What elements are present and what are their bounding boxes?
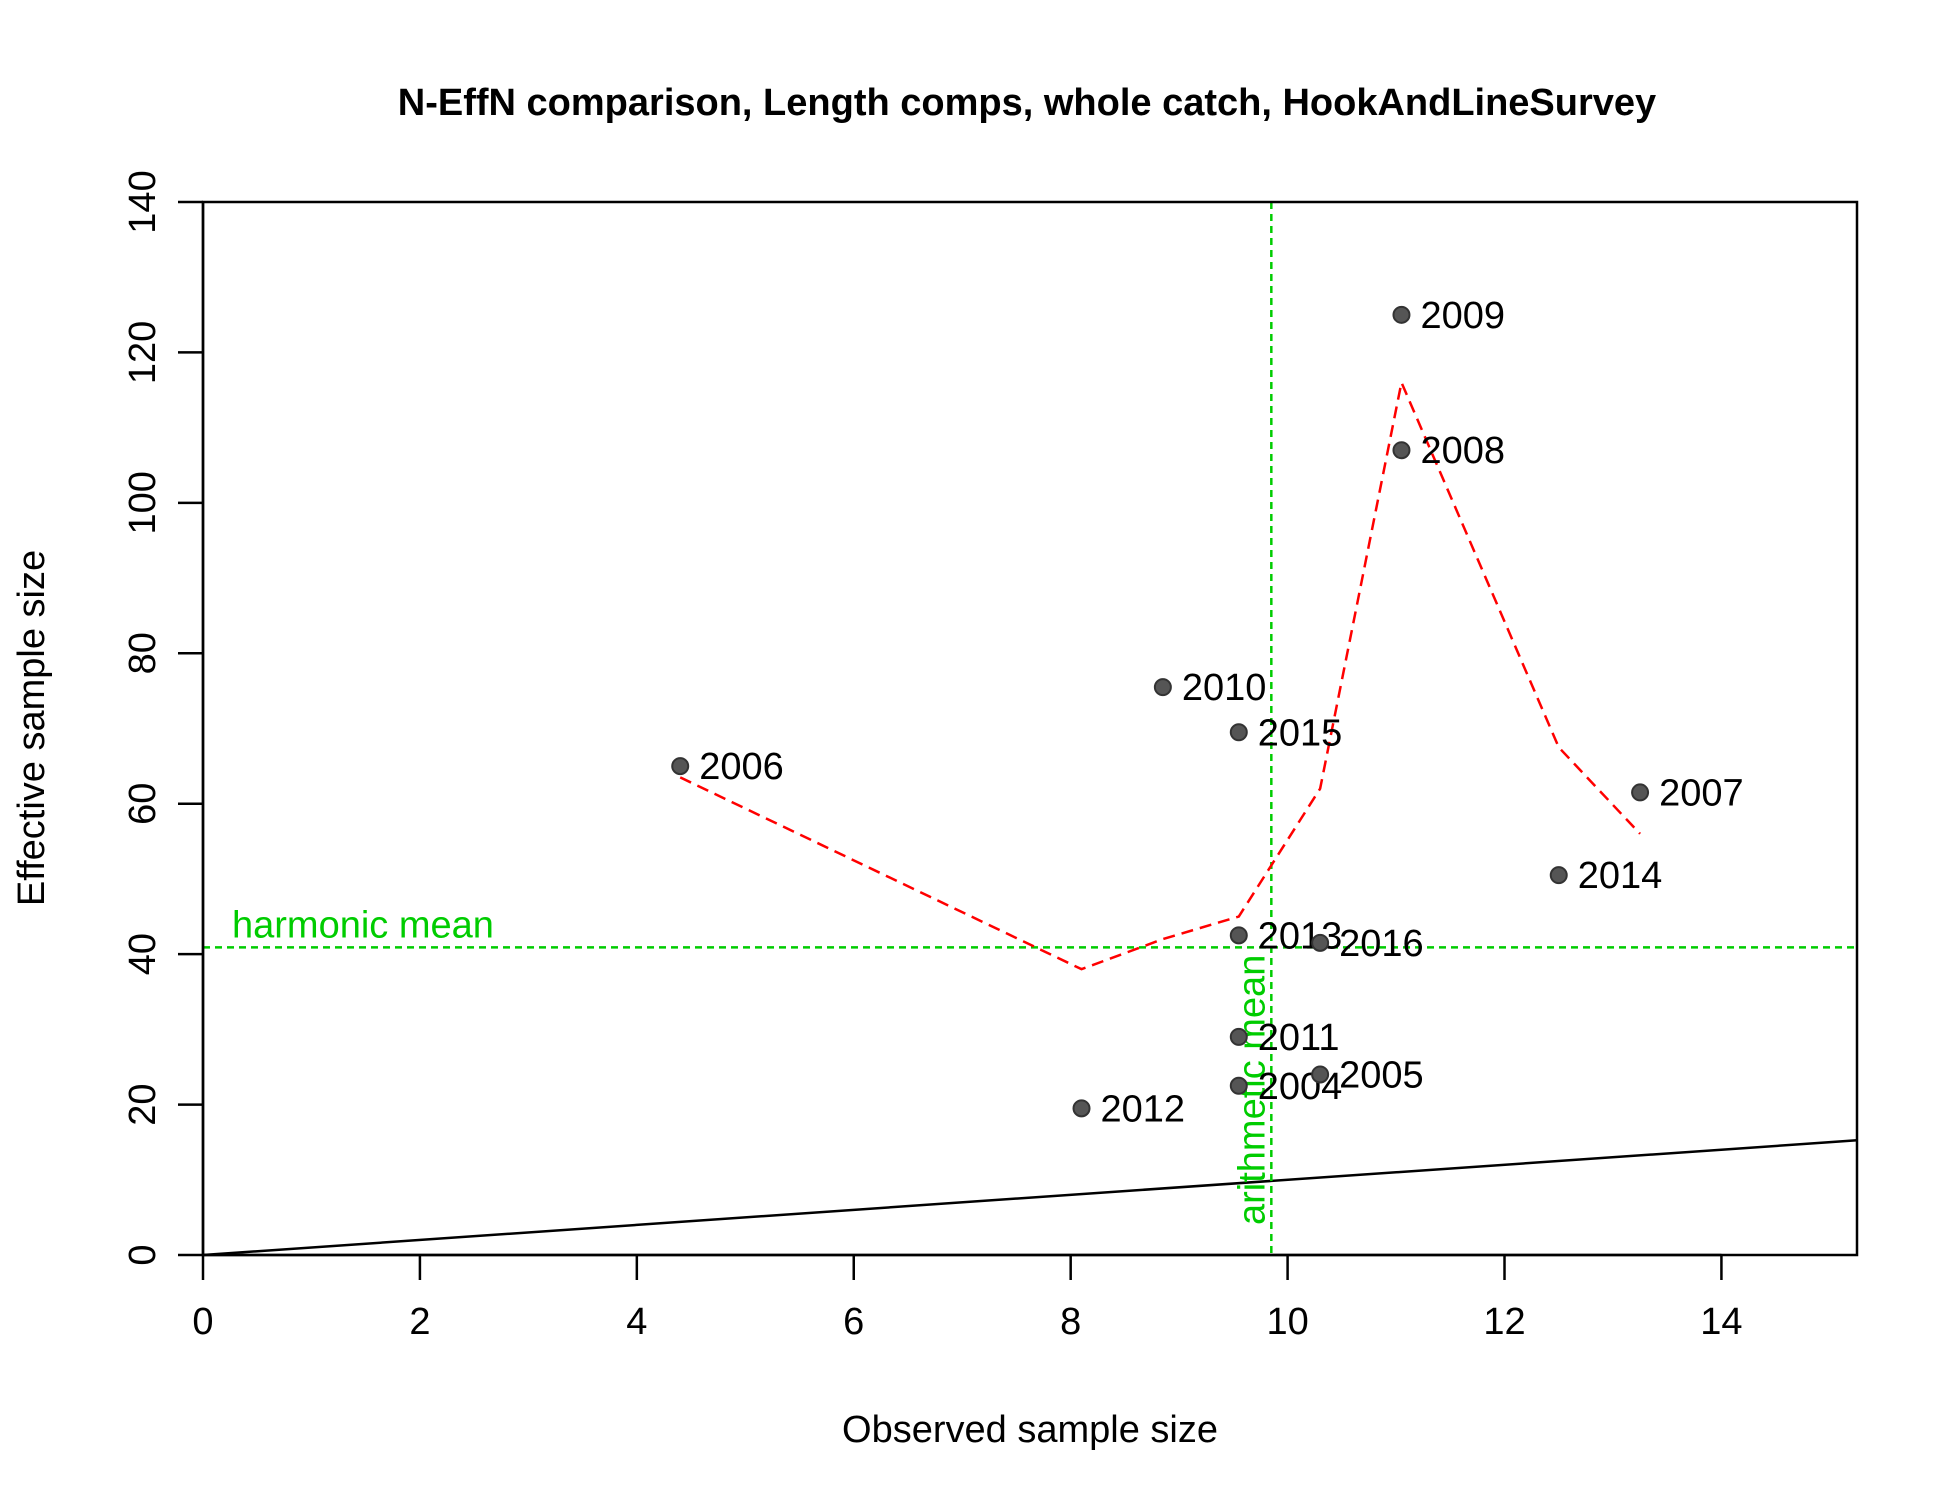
y-tick-label: 120 (122, 321, 164, 384)
point-label: 2012 (1101, 1088, 1186, 1130)
data-point (1229, 926, 1248, 945)
data-point (1392, 305, 1411, 324)
data-point (1229, 723, 1248, 742)
point-label: 2005 (1339, 1054, 1424, 1096)
point-label: 2007 (1659, 772, 1744, 814)
data-point (1229, 1076, 1248, 1095)
data-point (1392, 441, 1411, 460)
point-label: 2013 (1258, 915, 1343, 957)
x-tick-label: 0 (192, 1301, 213, 1343)
y-tick-label: 40 (122, 933, 164, 975)
point-label: 2010 (1182, 667, 1267, 709)
data-point (671, 757, 690, 776)
smoother-line (679, 378, 1641, 971)
y-axis-label: Effective sample size (11, 550, 53, 906)
x-tick-label: 14 (1700, 1301, 1742, 1343)
y-tick-label: 60 (122, 783, 164, 825)
data-point (1549, 866, 1568, 885)
identity-line (202, 1139, 1858, 1257)
point-label: 2008 (1420, 430, 1505, 472)
y-tick-label: 20 (122, 1083, 164, 1125)
y-tick-label: 80 (122, 632, 164, 674)
y-tick-label: 0 (122, 1244, 164, 1265)
x-tick-label: 4 (626, 1301, 647, 1343)
data-point (1631, 783, 1650, 802)
data-point (1072, 1099, 1091, 1118)
x-tick-label: 8 (1060, 1301, 1081, 1343)
x-axis-label: Observed sample size (842, 1409, 1218, 1451)
data-point (1311, 1065, 1330, 1084)
y-tick-label: 100 (122, 471, 164, 534)
chart-title: N-EffN comparison, Length comps, whole c… (398, 82, 1656, 124)
point-label: 2011 (1258, 1017, 1340, 1059)
harmonic-mean-label: harmonic mean (232, 904, 494, 946)
point-label: 2015 (1258, 712, 1343, 754)
data-point (1229, 1027, 1248, 1046)
point-label: 2016 (1339, 923, 1424, 965)
x-tick-label: 2 (409, 1301, 430, 1343)
x-tick-label: 12 (1483, 1301, 1525, 1343)
point-label: 2014 (1578, 855, 1663, 897)
x-tick-label: 6 (843, 1301, 864, 1343)
point-label: 2009 (1420, 295, 1505, 337)
plot-frame (201, 200, 1859, 1257)
data-point (1153, 678, 1172, 697)
x-tick-label: 10 (1266, 1301, 1308, 1343)
y-tick-label: 140 (122, 170, 164, 233)
data-point (1311, 933, 1330, 952)
point-label: 2006 (699, 746, 784, 788)
point-label: 2004 (1258, 1066, 1343, 1108)
